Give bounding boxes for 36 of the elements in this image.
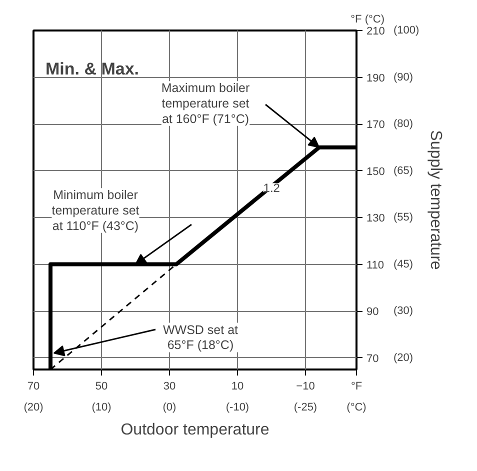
y-axis-title: Supply temperature bbox=[427, 130, 444, 270]
y-tick-label: 90 bbox=[366, 306, 379, 318]
text: (45) bbox=[394, 258, 414, 270]
x-tick-label: 30 bbox=[163, 380, 176, 392]
y-tick-label: 150 bbox=[366, 166, 385, 178]
x-tick-label: 50 bbox=[95, 380, 108, 392]
x-axis-title: Outdoor temperature bbox=[120, 422, 270, 438]
annotation: Maximum boiler temperature set at 160°F (71°C) bbox=[161, 81, 250, 126]
text: (55) bbox=[394, 212, 414, 224]
y-tick-label: 130 bbox=[366, 212, 385, 225]
text: (-10) bbox=[226, 402, 250, 414]
text: (80) bbox=[394, 118, 414, 130]
annotation: 1.2 bbox=[263, 181, 280, 196]
y-tick-label: 190 bbox=[366, 72, 385, 84]
text: Min. & Max. bbox=[46, 60, 140, 78]
text: (20) bbox=[394, 352, 414, 364]
y-tick-label: 210 bbox=[366, 26, 385, 38]
text: (100) bbox=[394, 24, 420, 36]
y-tick-label: 70 bbox=[366, 352, 379, 365]
text: (0) bbox=[162, 402, 176, 414]
y-tick-label: 110 bbox=[366, 259, 384, 272]
annotation: Minimum boiler temperature set at 110°F (43°C) bbox=[52, 188, 140, 233]
x-tick-label: −10 bbox=[296, 380, 315, 392]
text: (10) bbox=[92, 402, 112, 414]
text: (20) bbox=[24, 402, 44, 414]
x-tick-label: 70 bbox=[27, 380, 40, 392]
y-tick-label: 170 bbox=[366, 119, 385, 132]
text: °F (°C) bbox=[350, 14, 384, 26]
text: (°C) bbox=[346, 402, 366, 414]
text: (65) bbox=[394, 164, 414, 177]
text: °F bbox=[350, 380, 362, 392]
annotation: WWSD set at 65°F (18°C) bbox=[162, 322, 239, 352]
text: (-25) bbox=[294, 402, 318, 414]
x-tick-label: 10 bbox=[231, 380, 244, 392]
text: (90) bbox=[394, 71, 414, 84]
text: (30) bbox=[394, 305, 414, 318]
